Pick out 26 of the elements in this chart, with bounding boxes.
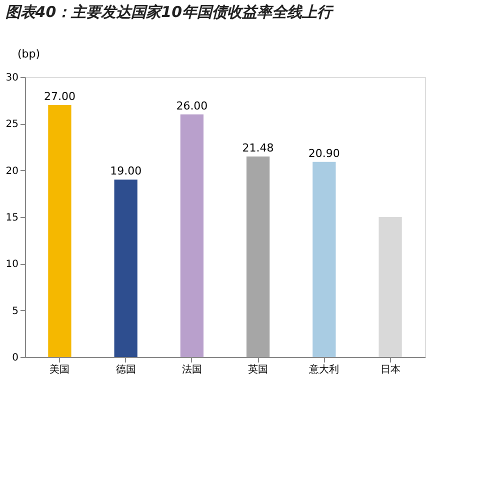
data-label: 19.00 [110, 164, 142, 178]
data-label: 20.90 [308, 146, 340, 160]
x-tick-label: 法国 [182, 364, 202, 376]
bar [312, 162, 336, 357]
y-tick-label: 5 [12, 306, 18, 317]
y-tick-label: 0 [12, 352, 18, 364]
x-tick-label: 英国 [248, 364, 268, 376]
y-tick-label: 10 [6, 259, 18, 270]
x-tick-label: 日本 [380, 364, 400, 376]
bar [180, 114, 204, 357]
x-tick-label: 德国 [116, 364, 136, 376]
x-tick-label: 美国 [50, 364, 70, 376]
y-tick-label: 20 [6, 166, 18, 177]
y-axis-title: (bp) [18, 48, 40, 60]
x-tick-label: 意大利 [308, 364, 340, 376]
bar [246, 156, 270, 357]
data-label: 26.00 [176, 99, 208, 112]
y-tick-label: 15 [6, 212, 18, 224]
data-label: 27.00 [44, 90, 76, 103]
data-label: 21.48 [242, 142, 274, 155]
bar [378, 217, 402, 357]
y-tick-label: 25 [6, 119, 18, 130]
bar [114, 180, 138, 357]
chart-title: 图表40：主要发达国家10年国债收益率全线上行 [5, 3, 334, 21]
bar [48, 105, 72, 357]
y-tick-label: 30 [6, 72, 18, 84]
